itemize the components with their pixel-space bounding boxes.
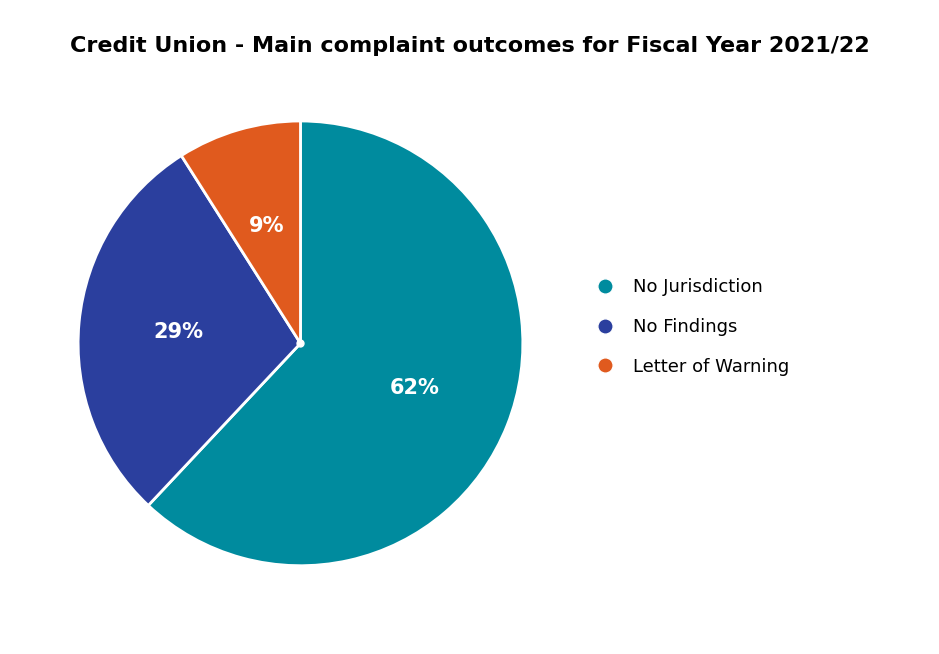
Wedge shape <box>148 121 523 566</box>
Legend: No Jurisdiction, No Findings, Letter of Warning: No Jurisdiction, No Findings, Letter of … <box>592 279 789 375</box>
Wedge shape <box>78 156 300 506</box>
Text: 29%: 29% <box>154 322 204 342</box>
Text: 9%: 9% <box>249 216 285 236</box>
Wedge shape <box>181 121 300 343</box>
Text: Credit Union - Main complaint outcomes for Fiscal Year 2021/22: Credit Union - Main complaint outcomes f… <box>69 36 870 56</box>
Text: 62%: 62% <box>390 379 439 398</box>
